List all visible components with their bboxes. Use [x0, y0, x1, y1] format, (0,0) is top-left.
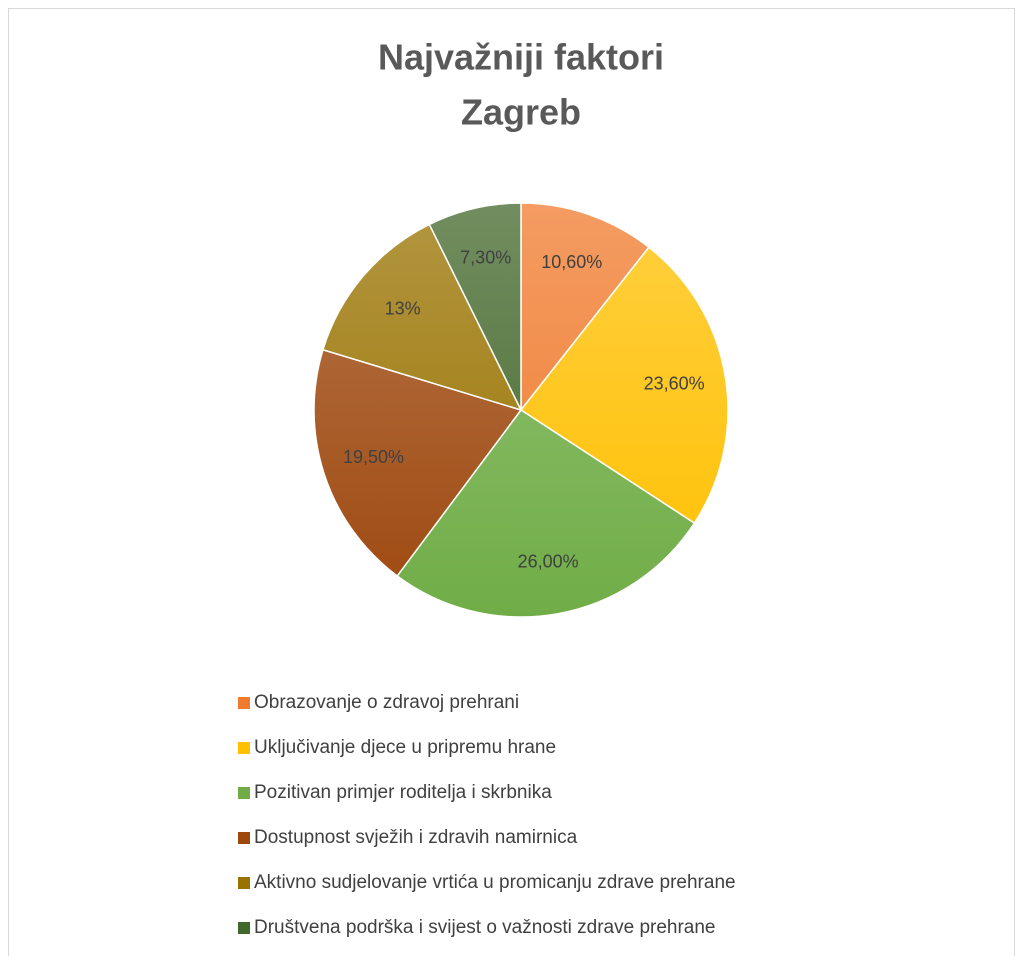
data-label: 7,30%	[460, 248, 511, 268]
legend-label: Aktivno sudjelovanje vrtića u promicanju…	[254, 872, 736, 893]
data-label: 10,60%	[541, 252, 602, 272]
legend-label: Društvena podrška i svijest o važnosti z…	[254, 917, 716, 938]
data-label: 19,50%	[343, 447, 404, 467]
legend-swatch	[238, 832, 250, 844]
legend-label: Pozitivan primjer roditelja i skrbnika	[254, 782, 552, 803]
chart-title: Zagreb	[461, 92, 581, 133]
data-label: 23,60%	[644, 374, 705, 394]
legend-label: Uključivanje djece u pripremu hrane	[254, 737, 556, 758]
legend-swatch	[238, 742, 250, 754]
pie-slice	[322, 223, 523, 412]
chart-title: Najvažniji faktori	[378, 37, 664, 78]
legend-swatch	[238, 697, 250, 709]
pie-slice	[428, 202, 522, 411]
pie-slice	[520, 202, 650, 413]
legend-swatch	[238, 787, 250, 799]
legend-label: Obrazovanje o zdravoj prehrani	[254, 692, 519, 713]
legend-swatch	[238, 922, 250, 934]
data-label: 26,00%	[518, 552, 579, 572]
legend-label: Dostupnost svježih i zdravih namirnica	[254, 827, 578, 848]
pie-slice	[519, 246, 729, 525]
legend-swatch	[238, 877, 250, 889]
pie-slice	[396, 408, 696, 618]
data-label: 13%	[385, 298, 421, 318]
pie-slice	[313, 348, 523, 577]
